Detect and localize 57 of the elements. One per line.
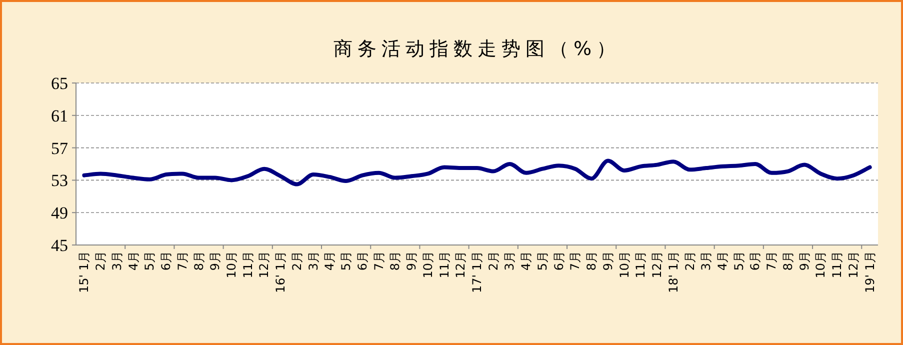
x-tick-label: 4月 (126, 251, 140, 271)
x-tick-label: 5月 (339, 251, 354, 271)
y-tick-label: 49 (51, 204, 68, 223)
x-tick-label: 19' 1月 (862, 251, 877, 294)
x-tick-label: 17' 1月 (470, 251, 484, 294)
x-tick-label: 5月 (142, 251, 157, 271)
x-tick-label: 12月 (454, 251, 468, 278)
x-tick-label: 6月 (355, 251, 370, 271)
x-tick-label: 3月 (502, 251, 517, 271)
x-tick-label: 4月 (322, 251, 337, 271)
x-tick-label: 7月 (372, 251, 386, 271)
x-tick-label: 3月 (110, 251, 124, 271)
y-tick-label: 65 (51, 74, 68, 93)
x-tick-label: 7月 (764, 251, 779, 271)
x-tick-label: 4月 (519, 251, 534, 271)
x-tick-label: 11月 (240, 251, 255, 278)
x-tick-label: 9月 (600, 251, 615, 271)
x-tick-label: 12月 (846, 251, 860, 278)
x-tick-label: 9月 (208, 251, 222, 271)
x-tick-label: 3月 (699, 251, 714, 271)
x-tick-label: 9月 (404, 251, 419, 271)
y-tick-label: 53 (51, 171, 68, 190)
x-tick-label: 12月 (257, 251, 272, 278)
y-tick-label: 61 (51, 106, 68, 126)
x-tick-label: 10月 (420, 251, 435, 278)
x-tick-label: 6月 (159, 251, 174, 271)
x-tick-label: 2月 (682, 251, 697, 271)
x-tick-label: 4月 (716, 251, 730, 271)
x-tick-label: 6月 (552, 251, 566, 271)
x-tick-label: 5月 (732, 251, 746, 271)
x-tick-label: 8月 (584, 251, 599, 271)
x-tick-label: 11月 (437, 251, 452, 278)
x-tick-label: 8月 (780, 251, 795, 271)
x-tick-label: 8月 (388, 251, 402, 271)
x-tick-label: 3月 (306, 251, 320, 271)
x-tick-label: 10月 (617, 251, 632, 278)
x-tick-label: 8月 (192, 251, 206, 271)
x-tick-label: 11月 (634, 251, 648, 278)
x-tick-label: 6月 (748, 251, 762, 271)
chart-title: 商务活动指数走势图（%） (333, 38, 621, 60)
y-tick-label: 45 (51, 236, 68, 255)
line-series (82, 158, 872, 186)
x-tick-label: 2月 (290, 251, 304, 271)
x-tick-label: 16' 1月 (274, 251, 288, 294)
x-tick-label: 2月 (94, 251, 108, 271)
x-tick-label: 10月 (224, 251, 238, 278)
y-tick-label: 57 (51, 138, 68, 158)
x-tick-label: 5月 (535, 251, 550, 271)
x-tick-label: 10月 (814, 251, 828, 278)
x-tick-label: 9月 (797, 251, 812, 271)
x-tick-label: 7月 (175, 251, 190, 271)
x-tick-label: 15' 1月 (77, 251, 92, 294)
x-tick-label: 12月 (650, 251, 664, 278)
x-tick-label: 2月 (486, 251, 500, 271)
x-tick-label: 11月 (830, 251, 844, 278)
x-tick-label: 18' 1月 (666, 251, 680, 294)
x-tick-label: 7月 (568, 251, 582, 271)
